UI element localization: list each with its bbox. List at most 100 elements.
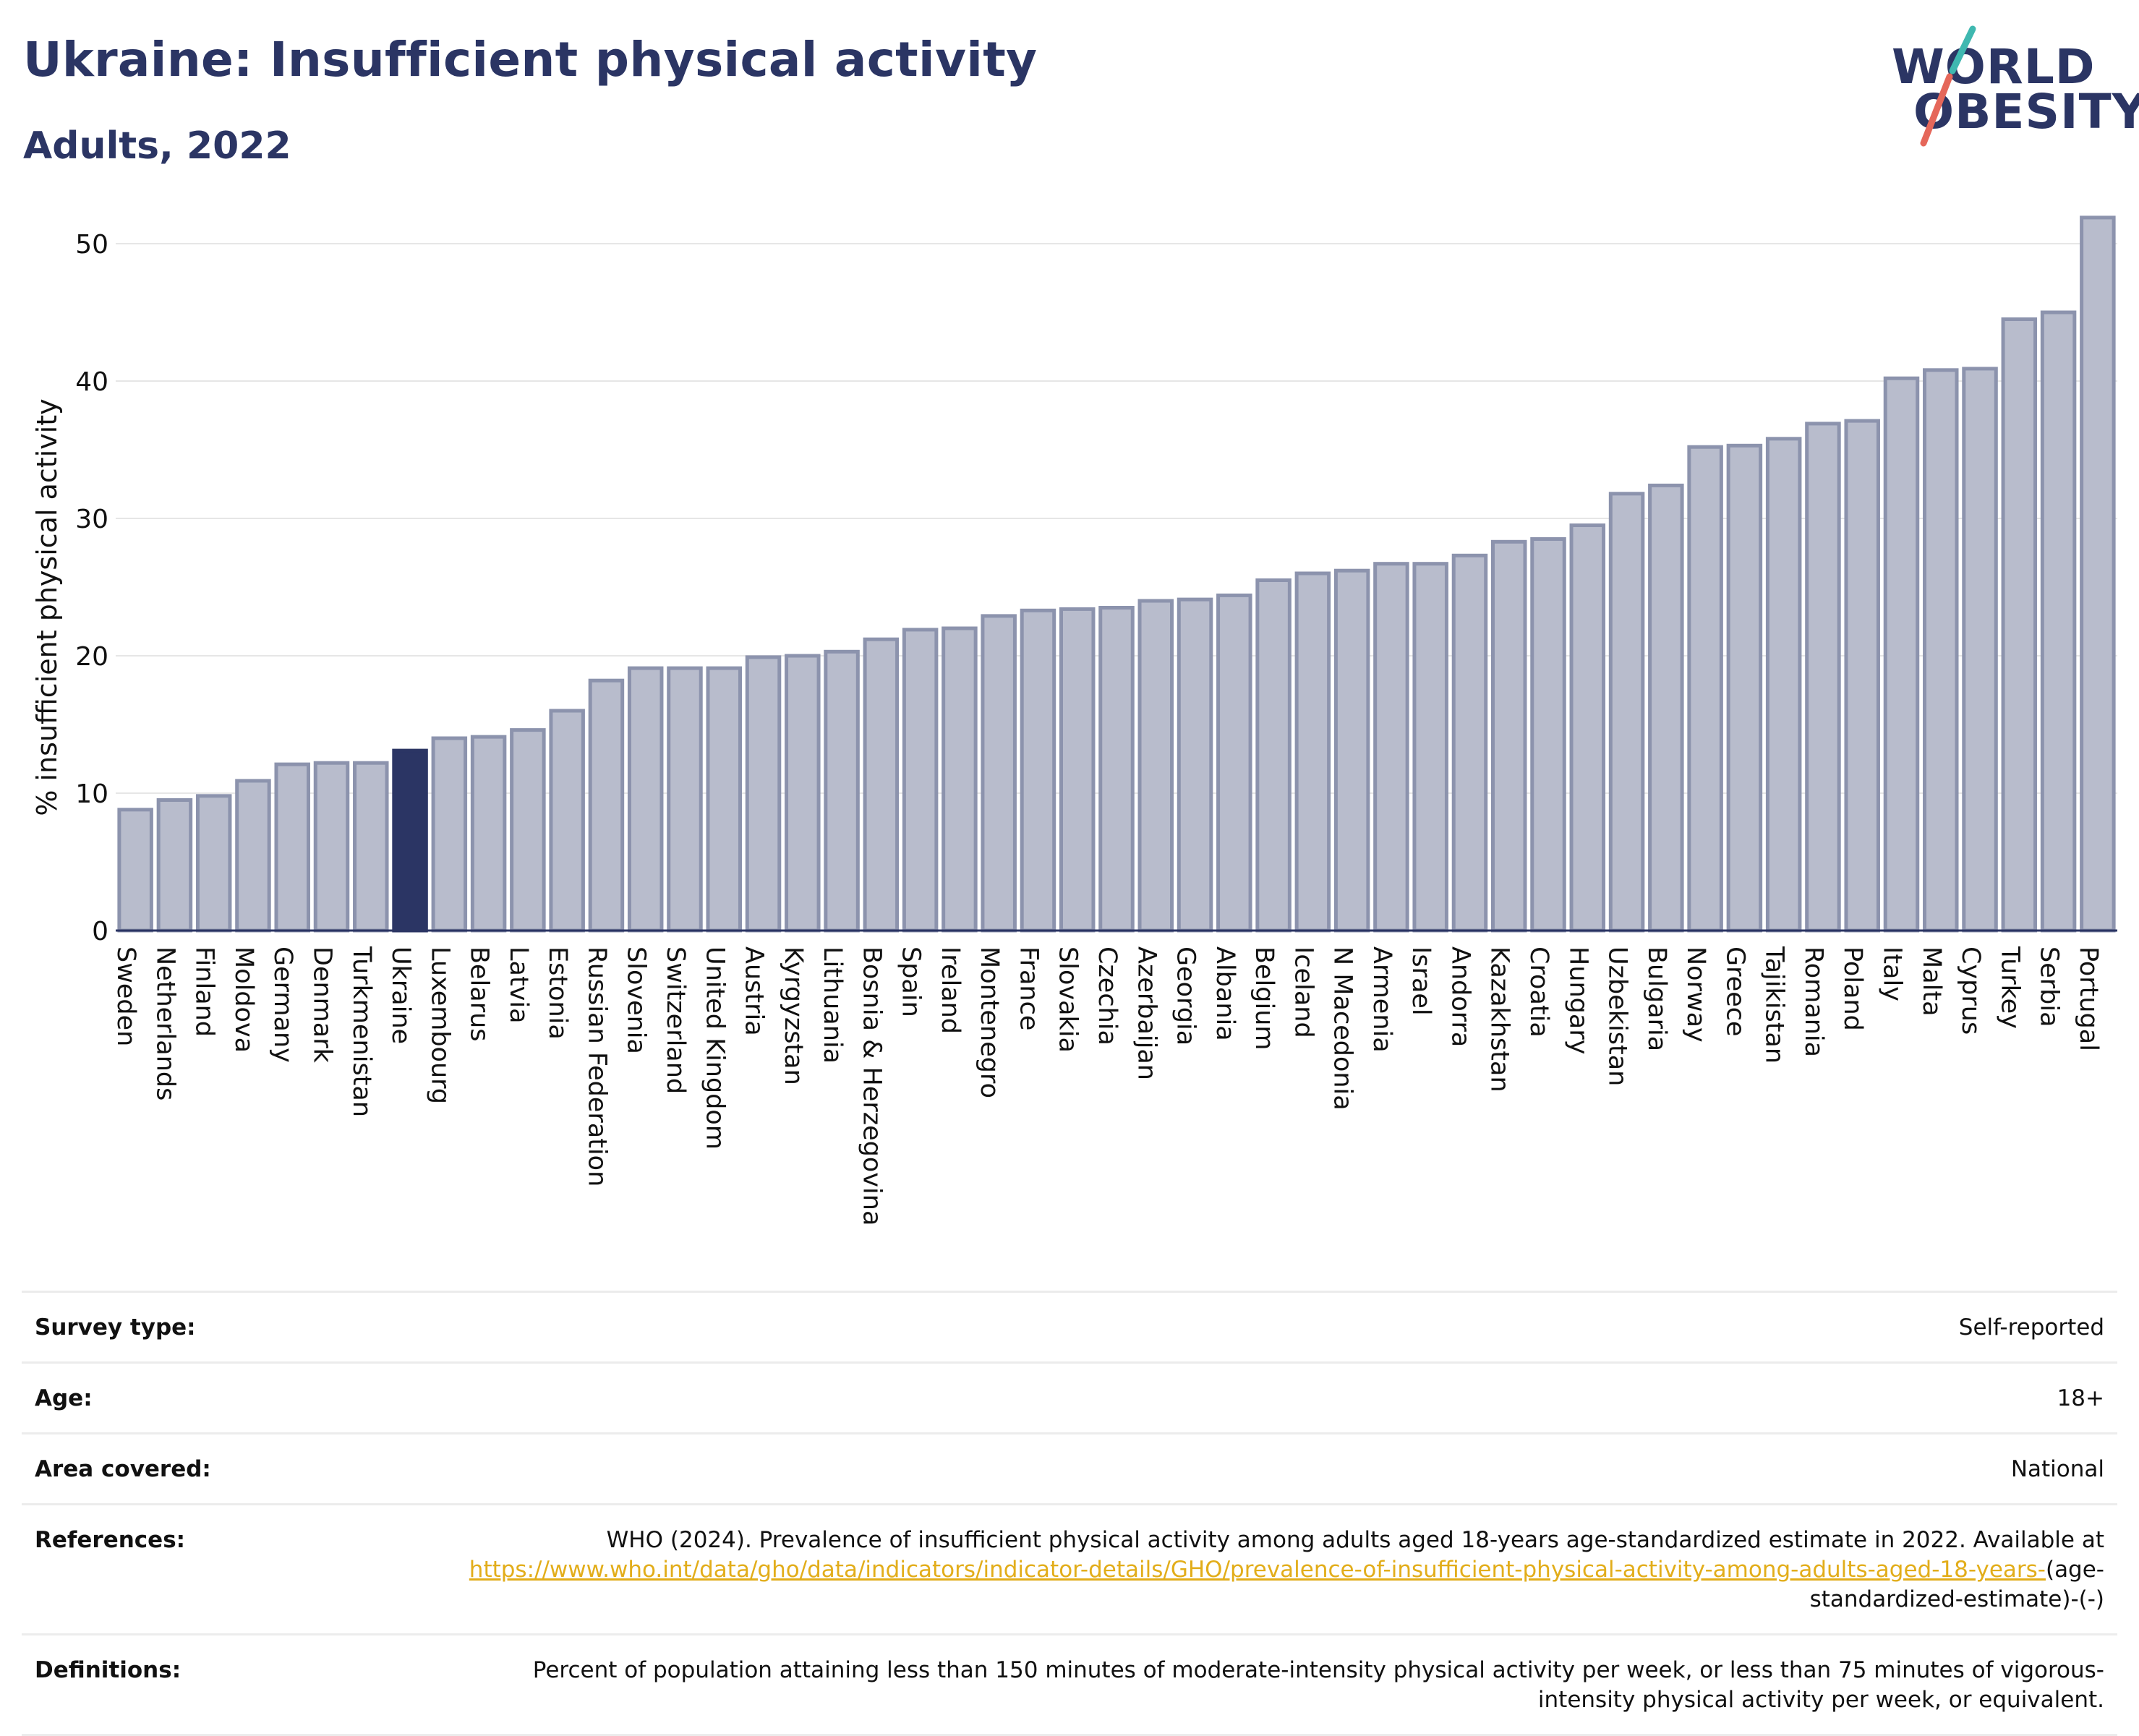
- x-tick-label: Poland: [1838, 946, 1867, 1031]
- bar-norway: [1687, 445, 1723, 933]
- bar-latvia: [510, 728, 546, 933]
- bar-romania: [1805, 422, 1841, 933]
- bar-estonia: [549, 709, 585, 933]
- x-tick-label: Ukraine: [386, 946, 415, 1044]
- survey-type-label: Survey type:: [35, 1314, 196, 1341]
- page-title: Ukraine: Insufficient physical activity: [23, 32, 1038, 87]
- x-tick-label: N Macedonia: [1328, 946, 1357, 1111]
- x-tick-label: Hungary: [1563, 946, 1592, 1054]
- references-label: References:: [35, 1527, 186, 1553]
- x-tick-label: Cyprus: [1956, 946, 1985, 1035]
- x-tick-label: Tajikistan: [1760, 946, 1789, 1064]
- bar-n-macedonia: [1333, 568, 1370, 933]
- bar-cyprus: [1962, 367, 1998, 933]
- x-tick-label: Greece: [1720, 946, 1749, 1037]
- x-tick-label: United Kingdom: [700, 946, 729, 1150]
- x-tick-label: Denmark: [308, 946, 337, 1064]
- bar-ireland: [942, 626, 978, 933]
- x-tick-label: Switzerland: [661, 946, 690, 1094]
- bar-croatia: [1530, 537, 1566, 933]
- references-link[interactable]: https://www.who.int/data/gho/data/indica…: [469, 1557, 2046, 1583]
- x-tick-label: Bosnia & Herzegovina: [857, 946, 886, 1226]
- bar-netherlands: [156, 798, 193, 933]
- bar-sweden: [117, 808, 153, 933]
- x-tick-label: Turkmenistan: [347, 946, 376, 1117]
- bar-portugal: [2080, 215, 2116, 933]
- bar-montenegro: [981, 614, 1017, 933]
- bar-chart: 0 10 20 30 40 50 Sweden Netherlands Finland Mold…: [31, 215, 2117, 1226]
- x-tick-label: Turkey: [1995, 946, 2024, 1029]
- x-tick-label: Lithuania: [818, 946, 847, 1064]
- definitions-value: Percent of population attaining less tha…: [532, 1657, 2104, 1713]
- bar-israel: [1412, 562, 1448, 933]
- x-tick-label: Slovenia: [622, 946, 651, 1054]
- x-tick-label: Spain: [897, 946, 926, 1017]
- x-tick-label: Ireland: [936, 946, 965, 1034]
- x-tick-label: Czechia: [1093, 946, 1122, 1046]
- x-tick-label: Montenegro: [975, 946, 1004, 1098]
- x-tick-label: Serbia: [2035, 946, 2064, 1027]
- bar-russian-federation: [588, 678, 625, 933]
- x-tick-label: Belgium: [1250, 946, 1278, 1051]
- bar-iceland: [1294, 571, 1331, 933]
- bar-hungary: [1569, 523, 1606, 933]
- x-tick-label: Norway: [1681, 946, 1710, 1043]
- x-tick-label: Kyrgyzstan: [779, 946, 808, 1085]
- bar-georgia: [1177, 597, 1213, 933]
- x-tick-label: Luxembourg: [425, 946, 454, 1104]
- logo-text-line1: WORLD: [1892, 39, 2096, 95]
- bar-switzerland: [667, 666, 703, 933]
- logo-text-line2: OBESITY: [1913, 84, 2139, 140]
- x-tick-label: Portugal: [2074, 946, 2103, 1051]
- age-label: Age:: [35, 1385, 93, 1411]
- info-row-area: Area covered: National: [22, 1432, 2117, 1503]
- x-tick-label: Belarus: [465, 946, 494, 1042]
- references-value: WHO (2024). Prevalence of insufficient p…: [456, 1526, 2104, 1615]
- world-obesity-logo: WORLD OBESITY: [1887, 22, 2139, 152]
- x-tick-label: Moldova: [229, 946, 258, 1053]
- references-text: WHO (2024). Prevalence of insufficient p…: [606, 1527, 2104, 1553]
- bar-uzbekistan: [1608, 492, 1645, 933]
- bar-slovenia: [627, 666, 664, 933]
- bar-bulgaria: [1648, 483, 1684, 933]
- bar-poland: [1844, 419, 1880, 933]
- bar-finland: [195, 794, 232, 933]
- bar-andorra: [1451, 553, 1488, 933]
- bar-azerbaijan: [1137, 599, 1174, 933]
- bar-germany: [274, 762, 310, 933]
- area-label: Area covered:: [35, 1456, 211, 1482]
- bar-france: [1020, 608, 1056, 933]
- x-tick-label: Netherlands: [150, 946, 179, 1100]
- x-tick-label: Italy: [1877, 946, 1906, 1001]
- info-table: Survey type: Self-reported Age: 18+ Area…: [22, 1291, 2117, 1736]
- bar-belgium: [1255, 578, 1291, 933]
- bar-turkey: [2001, 317, 2038, 933]
- x-tick-label: Finland: [190, 946, 219, 1037]
- y-tick-label: 30: [75, 505, 108, 534]
- x-tick-label: Germany: [268, 946, 297, 1063]
- x-tick-label: Albania: [1211, 946, 1239, 1041]
- x-tick-label: Russian Federation: [582, 946, 611, 1186]
- y-tick-label: 40: [75, 367, 108, 397]
- bar-united-kingdom: [706, 666, 743, 933]
- bar-lithuania: [824, 649, 860, 933]
- y-tick-label: 50: [75, 230, 108, 260]
- x-tick-label: Malta: [1917, 946, 1946, 1017]
- bar-belarus: [470, 735, 507, 933]
- info-row-references: References: WHO (2024). Prevalence of in…: [22, 1503, 2117, 1633]
- bar-armenia: [1373, 562, 1409, 933]
- bar-italy: [1883, 376, 1920, 933]
- x-tick-label: Andorra: [1446, 946, 1474, 1047]
- x-tick-label: Armenia: [1367, 946, 1396, 1053]
- info-row-definitions: Definitions: Percent of population attai…: [22, 1633, 2117, 1736]
- y-tick-label: 20: [75, 642, 108, 672]
- bar-tajikistan: [1765, 437, 1802, 933]
- x-tick-label: Austria: [740, 946, 769, 1036]
- x-tick-label: Croatia: [1524, 946, 1553, 1038]
- bar-czechia: [1098, 606, 1135, 933]
- x-tick-label: Bulgaria: [1642, 946, 1671, 1051]
- y-tick-labels: 0 10 20 30 40 50: [75, 230, 108, 946]
- bar-luxembourg: [431, 736, 468, 933]
- bars: [117, 215, 2116, 933]
- x-tick-label: Romania: [1799, 946, 1828, 1057]
